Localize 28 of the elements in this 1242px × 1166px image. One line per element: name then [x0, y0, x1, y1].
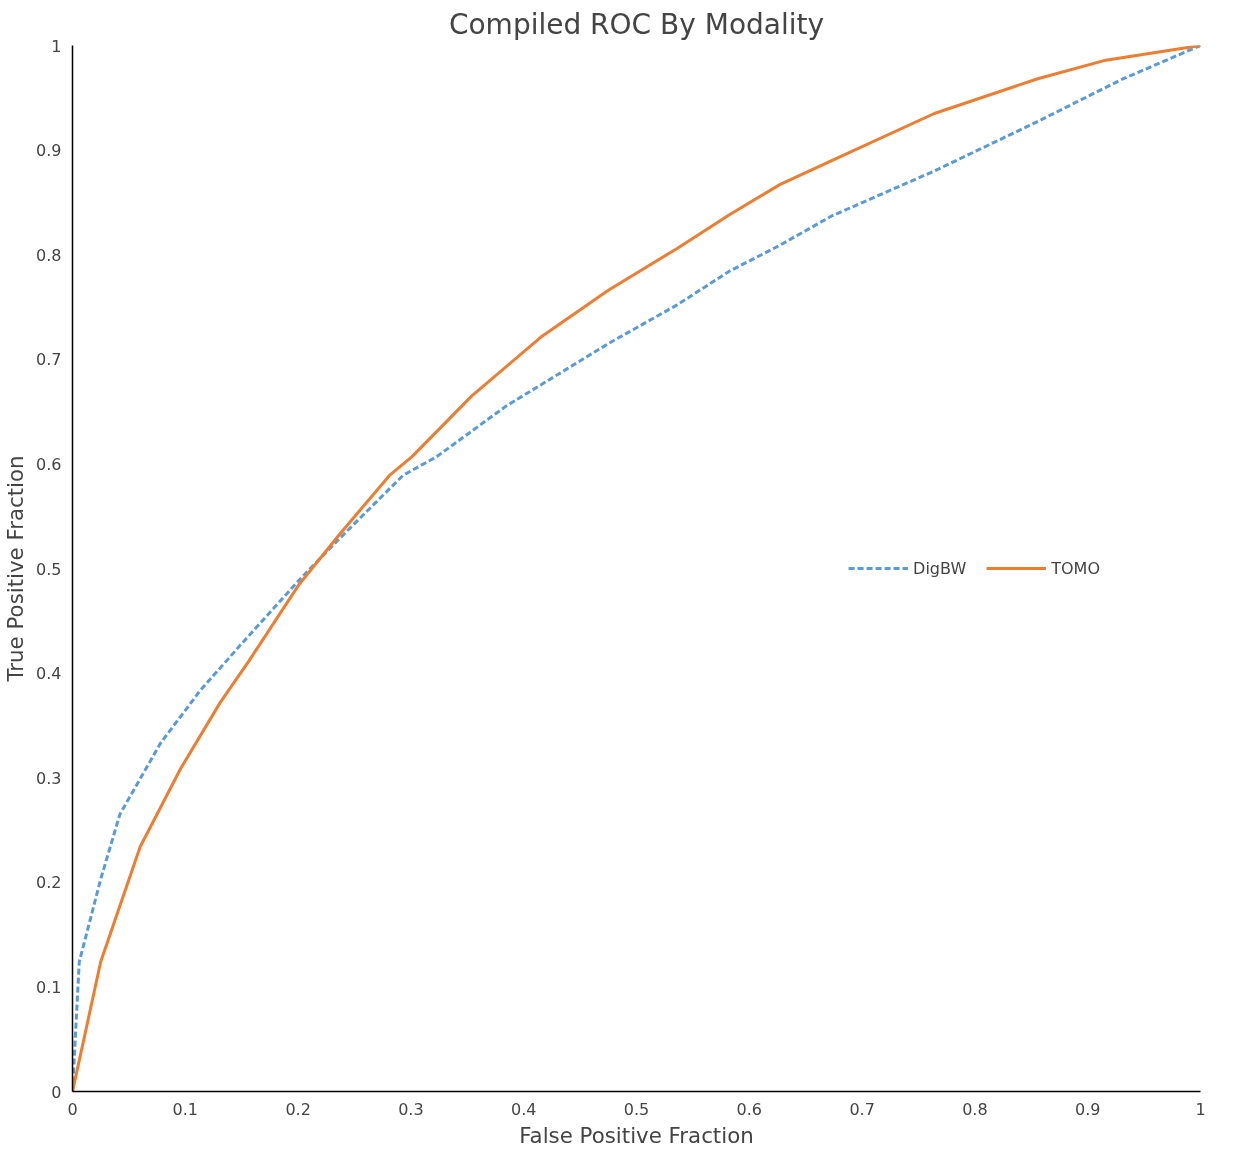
y-axis-title: True Positive Fraction [3, 455, 29, 683]
x-tick-label: 0.7 [849, 1099, 875, 1119]
y-tick-label: 0.2 [36, 873, 62, 893]
y-tick-label: 0.9 [36, 141, 62, 161]
y-tick-label: 0.5 [36, 559, 62, 579]
x-tick-label: 0 [67, 1099, 78, 1119]
y-tick-label: 1 [51, 36, 62, 56]
x-tick-label: 0.3 [398, 1099, 424, 1119]
x-tick-label: 0.8 [962, 1099, 988, 1119]
x-tick-label: 0.1 [172, 1099, 199, 1119]
x-tick-label: 0.9 [1074, 1099, 1101, 1119]
y-tick-label: 0.8 [36, 245, 62, 265]
legend-label: DigBW [913, 558, 967, 578]
x-axis-title: False Positive Fraction [519, 1122, 754, 1148]
chart-title: Compiled ROC By Modality [448, 7, 825, 41]
line-series [72, 45, 1201, 1092]
legend-label: TOMO [1051, 558, 1100, 578]
y-tick-label: 0.4 [36, 664, 62, 684]
y-tick-label: 0.3 [36, 768, 62, 788]
x-tick-label: 1 [1195, 1099, 1206, 1119]
y-tick-label: 0.1 [36, 977, 62, 997]
x-tick-label: 0.5 [623, 1099, 650, 1119]
y-tick-label: 0.7 [36, 350, 62, 370]
x-tick-label: 0.2 [285, 1099, 311, 1119]
y-tick-label: 0.6 [36, 454, 62, 474]
x-tick-label: 0.6 [736, 1099, 763, 1119]
y-tick-label: 0 [51, 1082, 62, 1102]
x-tick-label: 0.4 [510, 1099, 537, 1119]
